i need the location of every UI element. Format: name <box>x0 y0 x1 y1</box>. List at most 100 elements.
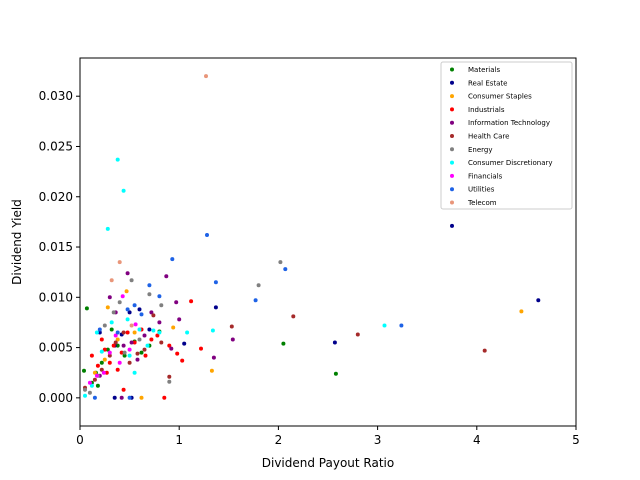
point-consumer-discretionary-15 <box>210 328 215 333</box>
point-utilities-8 <box>170 257 175 262</box>
point-utilities-13 <box>399 323 404 328</box>
legend-label: Health Care <box>468 133 509 141</box>
x-tick-label: 5 <box>572 433 580 447</box>
point-information-technology-3 <box>119 395 124 400</box>
legend-box <box>440 61 573 210</box>
point-industrials-1 <box>95 363 100 368</box>
point-information-technology-1 <box>107 295 112 300</box>
point-consumer-discretionary-3 <box>99 349 104 354</box>
point-utilities-11 <box>253 298 258 303</box>
point-industrials-11 <box>143 353 148 358</box>
y-tick-label: 0.030 <box>39 89 73 103</box>
point-consumer-discretionary-9 <box>132 370 137 375</box>
legend-marker <box>450 80 454 85</box>
legend: Materials Real Estate Consumer Staples Indu… <box>440 61 573 210</box>
point-energy-7 <box>137 337 142 342</box>
point-industrials-8 <box>125 330 130 335</box>
point-financials-0 <box>87 380 92 385</box>
point-information-technology-7 <box>142 333 147 338</box>
point-utilities-0 <box>92 395 97 400</box>
point-health-care-8 <box>142 347 147 352</box>
point-consumer-discretionary-6 <box>115 157 120 162</box>
point-consumer-staples-5 <box>139 395 144 400</box>
point-utilities-2 <box>115 330 120 335</box>
point-industrials-3 <box>102 347 107 352</box>
legend-marker <box>450 187 454 192</box>
point-financials-1 <box>94 373 99 378</box>
point-energy-5 <box>117 300 122 305</box>
point-real-estate-8 <box>332 340 337 345</box>
point-health-care-2 <box>99 367 104 372</box>
point-consumer-staples-9 <box>102 357 107 362</box>
point-health-care-7 <box>135 351 140 356</box>
legend-label: Real Estate <box>468 79 507 87</box>
point-industrials-15 <box>167 343 172 348</box>
y-axis-label: Dividend Yield <box>10 199 24 285</box>
point-energy-13 <box>122 350 127 355</box>
point-consumer-discretionary-13 <box>157 330 162 335</box>
point-health-care-10 <box>159 340 164 345</box>
point-consumer-discretionary-12 <box>151 328 156 333</box>
point-consumer-discretionary-4 <box>105 226 110 231</box>
legend-marker <box>450 147 454 152</box>
point-consumer-discretionary-10 <box>137 327 142 332</box>
point-consumer-discretionary-0 <box>83 393 87 398</box>
legend-label: Consumer Discretionary <box>468 159 553 167</box>
points-layer <box>82 74 541 400</box>
point-information-technology-10 <box>164 274 169 279</box>
point-health-care-13 <box>291 314 296 319</box>
x-axis-label: Dividend Payout Ratio <box>262 456 394 470</box>
point-real-estate-9 <box>450 223 454 228</box>
point-real-estate-0 <box>97 330 102 335</box>
legend-marker <box>450 120 454 125</box>
point-materials-7 <box>122 353 127 358</box>
point-materials-15 <box>95 383 100 388</box>
point-utilities-3 <box>125 307 130 312</box>
point-consumer-staples-1 <box>105 305 110 310</box>
point-materials-12 <box>82 368 86 373</box>
point-financials-5 <box>120 294 125 299</box>
legend-marker <box>450 94 454 99</box>
point-real-estate-4 <box>137 307 142 312</box>
point-real-estate-11 <box>112 395 117 400</box>
point-telecom-2 <box>129 323 134 328</box>
point-consumer-staples-7 <box>209 368 214 373</box>
legend-marker <box>450 134 454 138</box>
point-energy-0 <box>83 387 87 392</box>
y-tick-label: 0.000 <box>39 391 73 405</box>
point-energy-1 <box>87 390 92 395</box>
point-information-technology-15 <box>230 337 235 342</box>
point-energy-10 <box>167 379 172 384</box>
point-industrials-16 <box>175 351 180 356</box>
point-materials-5 <box>109 327 114 332</box>
point-financials-2 <box>101 370 106 375</box>
point-materials-4 <box>105 347 110 352</box>
point-utilities-10 <box>213 280 218 285</box>
point-industrials-18 <box>189 299 194 304</box>
point-information-technology-11 <box>169 346 174 351</box>
point-information-technology-6 <box>135 357 140 362</box>
point-utilities-5 <box>139 312 144 317</box>
y-tick-label: 0.015 <box>39 240 73 254</box>
point-industrials-21 <box>121 387 126 392</box>
point-consumer-discretionary-11 <box>145 343 150 348</box>
point-utilities-7 <box>157 294 162 299</box>
legend-label: Industrials <box>468 106 505 114</box>
y-tick-label: 0.020 <box>39 190 73 204</box>
legend-marker <box>450 67 454 72</box>
point-industrials-12 <box>149 337 154 342</box>
point-consumer-discretionary-7 <box>121 188 126 193</box>
point-health-care-1 <box>92 377 97 382</box>
point-industrials-4 <box>107 360 112 365</box>
point-utilities-6 <box>147 283 152 288</box>
point-consumer-discretionary-14 <box>185 330 190 335</box>
x-tick-label: 4 <box>473 433 481 447</box>
point-information-technology-14 <box>211 355 216 360</box>
point-energy-11 <box>256 283 261 288</box>
point-telecom-3 <box>204 74 208 79</box>
point-industrials-0 <box>89 353 94 358</box>
point-materials-13 <box>281 341 286 346</box>
point-consumer-discretionary-17 <box>125 317 130 322</box>
point-consumer-staples-3 <box>124 289 129 294</box>
y-tick-label: 0.025 <box>39 139 73 153</box>
